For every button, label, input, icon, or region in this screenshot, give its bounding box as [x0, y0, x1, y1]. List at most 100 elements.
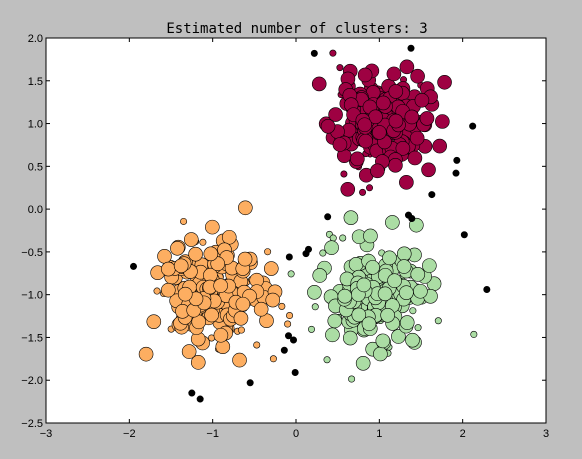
cluster-2-border-point — [414, 324, 422, 332]
cluster-2-core-point — [399, 285, 414, 300]
cluster-0-border-point — [329, 49, 337, 57]
cluster-0-core-point — [358, 133, 373, 149]
cluster-0-core-point — [388, 84, 404, 99]
cluster-2-core-point — [375, 333, 391, 349]
y-tick-label: 0.0 — [28, 204, 43, 216]
cluster-2-border-point — [434, 317, 442, 325]
plot-area — [46, 38, 546, 423]
cluster-1-border-point — [199, 238, 207, 246]
cluster-2-core-point — [391, 329, 406, 344]
cluster-1-border-point — [237, 326, 245, 334]
cluster-0-core-point — [419, 111, 435, 126]
cluster-1-core-point — [161, 282, 176, 298]
cluster-2-border-point — [311, 303, 319, 311]
noise-point — [291, 369, 299, 377]
cluster-2-core-point — [382, 250, 397, 266]
x-tick-label: 3 — [543, 428, 549, 440]
cluster-0-core-point — [350, 151, 365, 167]
cluster-0-core-point — [432, 138, 447, 154]
noise-point — [460, 231, 468, 239]
cluster-1-core-point — [190, 355, 206, 370]
cluster-2-core-point — [380, 307, 395, 323]
noise-point — [453, 156, 461, 164]
cluster-2-border-point — [470, 330, 478, 338]
cluster-0-core-point — [404, 109, 420, 125]
cluster-1-core-point — [205, 219, 220, 235]
x-tick-label: −2 — [123, 428, 136, 440]
cluster-2-border-point — [319, 249, 327, 257]
cluster-2-core-point — [396, 246, 412, 262]
cluster-2-core-point — [377, 286, 393, 302]
cluster-1-core-point — [203, 246, 219, 262]
cluster-2-core-point — [312, 268, 328, 283]
noise-point — [280, 346, 288, 354]
cluster-0-core-point — [414, 92, 430, 108]
cluster-2-core-point — [385, 215, 400, 230]
cluster-2-core-point — [342, 330, 358, 346]
cluster-2-core-point — [356, 277, 372, 293]
noise-point — [452, 169, 460, 177]
cluster-0-core-point — [399, 175, 414, 190]
y-tick-label: 0.5 — [28, 161, 43, 173]
y-tick-label: 2.0 — [28, 33, 43, 45]
cluster-2-core-point — [405, 332, 420, 348]
cluster-2-core-point — [348, 257, 364, 272]
cluster-0-border-point — [366, 184, 374, 192]
cluster-1-core-point — [173, 258, 189, 274]
cluster-2-core-point — [422, 258, 437, 273]
cluster-0-core-point — [340, 182, 356, 197]
cluster-0-border-point — [336, 64, 344, 72]
noise-point — [483, 286, 491, 294]
noise-point — [310, 49, 318, 57]
cluster-1-core-point — [138, 346, 154, 362]
cluster-1-core-point — [170, 240, 185, 256]
cluster-2-border-point — [308, 325, 316, 333]
cluster-1-border-point — [253, 341, 261, 349]
ticks-layer: −3 −2 −1 0 1 2 3 −2.5 −2.0 −1.5 −1.0 −0.5 0.0 0.5 1.0 1… — [21, 33, 549, 440]
cluster-1-core-point — [235, 296, 251, 312]
cluster-1-core-point — [237, 251, 253, 267]
cluster-0-core-point — [320, 118, 336, 134]
cluster-2-core-point — [327, 313, 343, 329]
cluster-2-border-point — [287, 270, 295, 278]
cluster-0-core-point — [332, 137, 348, 152]
cluster-0-core-point — [399, 59, 415, 75]
noise-point — [285, 253, 293, 261]
cluster-1-border-point — [278, 302, 286, 310]
noise-point — [130, 262, 138, 270]
cluster-1-border-point — [180, 217, 188, 225]
cluster-0-border-point — [340, 170, 348, 178]
cluster-1-border-point — [264, 248, 272, 256]
noise-point — [324, 213, 332, 221]
cluster-2-core-point — [307, 284, 322, 300]
cluster-2-core-point — [363, 228, 378, 244]
cluster-1-core-point — [238, 200, 253, 216]
noise-point — [188, 389, 196, 397]
cluster-1-border-point — [153, 287, 161, 295]
cluster-0-core-point — [409, 130, 425, 146]
cluster-2-core-point — [355, 355, 371, 371]
x-tick-label: 2 — [460, 428, 466, 440]
cluster-2-border-point — [409, 307, 417, 315]
y-tick-label: −1.0 — [21, 290, 43, 302]
cluster-2-core-point — [387, 273, 402, 289]
x-tick-label: −1 — [206, 428, 219, 440]
cluster-2-border-point — [323, 356, 331, 364]
cluster-0-core-point — [421, 162, 436, 178]
noise-point — [407, 44, 415, 52]
cluster-0-core-point — [375, 95, 391, 111]
y-tick-label: −2.0 — [21, 375, 43, 387]
cluster-2-core-point — [399, 315, 415, 330]
noise-point — [408, 215, 416, 223]
cluster-0-core-point — [386, 66, 402, 82]
cluster-1-core-point — [146, 314, 162, 329]
cluster-2-core-point — [413, 283, 428, 299]
cluster-1-core-point — [181, 344, 197, 359]
cluster-0-border-point — [359, 188, 367, 196]
x-tick-label: 0 — [293, 428, 299, 440]
points-layer — [130, 44, 491, 403]
cluster-0-core-point — [407, 150, 423, 166]
cluster-2-core-point — [337, 288, 353, 304]
